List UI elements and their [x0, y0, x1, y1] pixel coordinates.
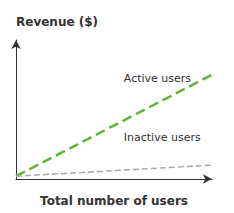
svg-text:Revenue ($): Revenue ($)	[16, 15, 98, 29]
svg-text:Inactive users: Inactive users	[124, 131, 201, 144]
svg-text:Active users: Active users	[124, 72, 192, 85]
svg-text:Total number of users: Total number of users	[40, 194, 188, 208]
